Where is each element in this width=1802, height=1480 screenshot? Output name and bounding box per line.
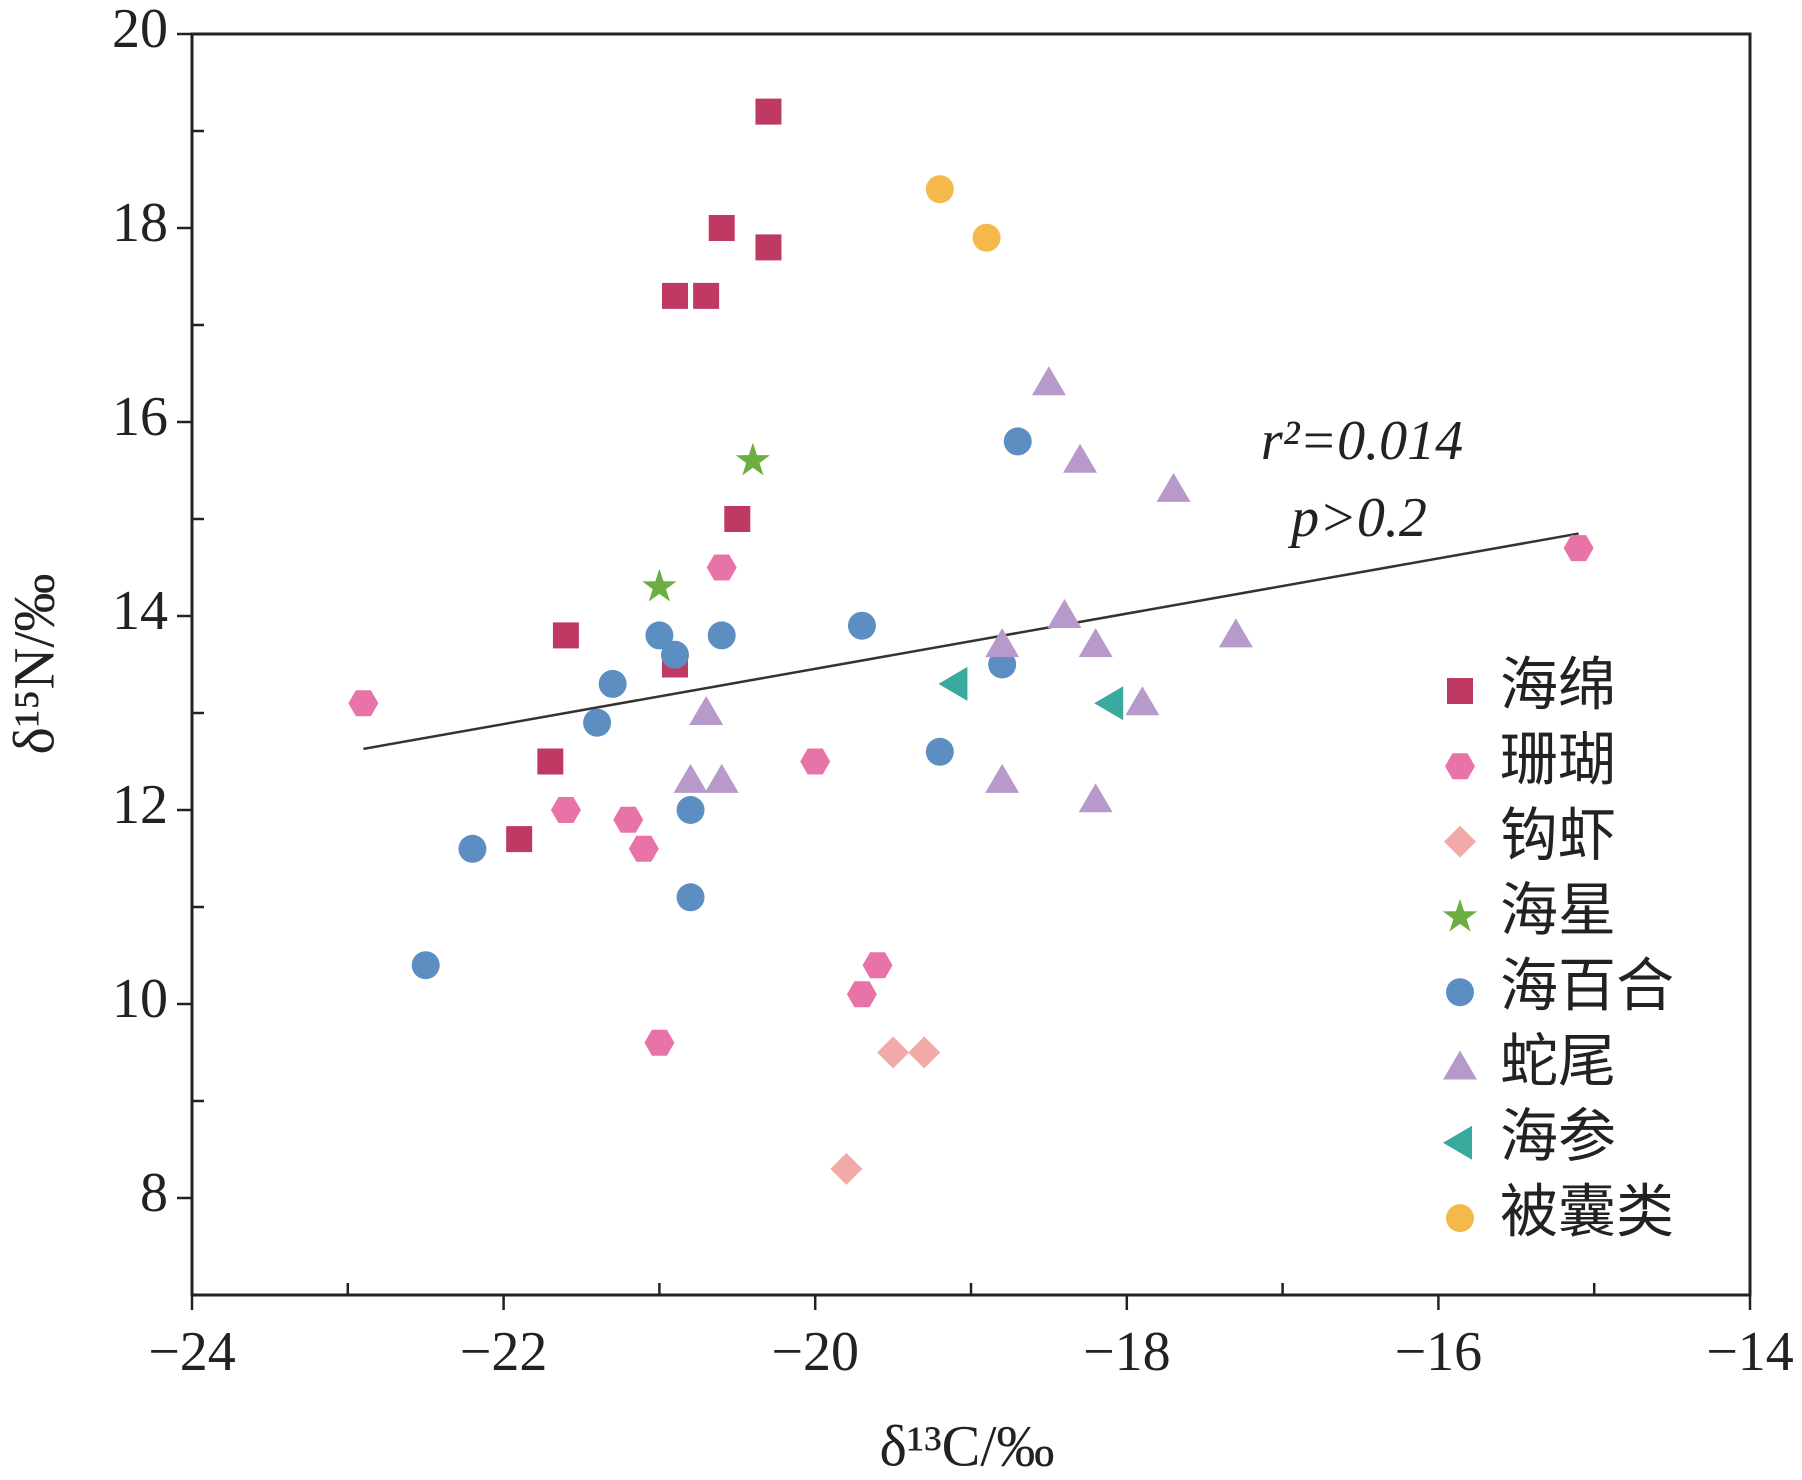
point xyxy=(583,708,612,737)
point xyxy=(1003,427,1032,456)
point xyxy=(985,763,1020,793)
x-tick-label: −16 xyxy=(1395,1321,1483,1383)
y-tick-label: 14 xyxy=(112,580,168,642)
point xyxy=(1063,443,1098,473)
point xyxy=(598,669,627,698)
point xyxy=(506,826,533,853)
point xyxy=(537,748,564,775)
point xyxy=(755,234,782,261)
legend-label: 珊瑚 xyxy=(1500,728,1616,793)
point xyxy=(908,1036,941,1069)
x-axis-label: δ¹³C/‰ xyxy=(880,1413,1055,1478)
y-axis-label: δ¹⁵N/‰ xyxy=(1,574,66,755)
x-tick-label: −24 xyxy=(148,1321,236,1383)
y-tick-label: 10 xyxy=(112,968,168,1030)
point xyxy=(735,442,770,476)
point xyxy=(862,952,893,979)
point xyxy=(1078,783,1113,813)
trend-line xyxy=(363,532,1579,751)
point xyxy=(708,215,735,241)
point xyxy=(877,1036,910,1069)
point xyxy=(1031,366,1066,396)
point xyxy=(693,282,720,309)
point xyxy=(706,554,737,581)
plot-frame xyxy=(190,32,1752,1297)
point xyxy=(411,951,440,980)
legend-marker xyxy=(1447,678,1473,704)
point xyxy=(1094,686,1124,721)
point xyxy=(847,611,876,640)
point xyxy=(985,628,1020,658)
y-tick-label: 16 xyxy=(112,386,168,448)
point xyxy=(972,223,1001,252)
point xyxy=(673,763,708,793)
point xyxy=(1563,535,1594,562)
point xyxy=(846,981,877,1008)
legend-label: 钩虾 xyxy=(1500,803,1616,868)
legend-label: 海参 xyxy=(1500,1104,1616,1169)
point xyxy=(676,883,705,912)
legend-label: 海百合 xyxy=(1500,954,1674,1019)
point xyxy=(1156,472,1191,502)
y-tick-label: 12 xyxy=(112,774,168,836)
point xyxy=(628,835,659,862)
y-tick-label: 20 xyxy=(112,0,168,60)
point xyxy=(645,621,674,650)
point xyxy=(660,640,689,669)
point xyxy=(1218,618,1253,648)
point xyxy=(644,1029,675,1056)
x-tick-label: −20 xyxy=(771,1321,859,1383)
legend-label: 海星 xyxy=(1500,878,1616,943)
legend-marker xyxy=(1446,1204,1474,1233)
x-tick-label: −22 xyxy=(460,1321,548,1383)
legend-marker xyxy=(1443,1050,1477,1080)
legend-marker xyxy=(1443,1125,1472,1160)
legend-marker xyxy=(1445,753,1475,780)
point xyxy=(988,650,1017,679)
legend-label: 海绵 xyxy=(1500,652,1616,717)
point xyxy=(642,568,677,602)
point xyxy=(755,98,782,125)
point xyxy=(661,282,688,309)
point xyxy=(704,763,739,793)
point xyxy=(1047,599,1082,628)
legend-label: 蛇尾 xyxy=(1500,1029,1616,1094)
point xyxy=(348,690,379,717)
point xyxy=(925,175,954,204)
legend-marker xyxy=(1442,898,1478,932)
point xyxy=(1078,628,1113,658)
point xyxy=(458,834,487,863)
point xyxy=(724,506,751,532)
legend-marker xyxy=(1444,825,1476,858)
x-tick-label: −18 xyxy=(1083,1321,1171,1383)
legend-label: 被囊类 xyxy=(1500,1179,1674,1244)
y-tick-label: 18 xyxy=(112,192,168,254)
point xyxy=(552,622,579,649)
point xyxy=(925,737,954,766)
point xyxy=(800,748,831,775)
x-tick-label: −14 xyxy=(1706,1321,1794,1383)
point xyxy=(613,806,644,833)
point xyxy=(830,1152,863,1185)
point xyxy=(707,621,736,650)
point xyxy=(676,796,705,824)
point xyxy=(1125,686,1160,716)
y-tick-label: 8 xyxy=(140,1162,168,1224)
annotation: p>0.2 xyxy=(1287,487,1427,549)
point xyxy=(550,797,581,823)
legend-marker xyxy=(1446,978,1474,1007)
point xyxy=(689,696,724,725)
point xyxy=(938,666,968,701)
annotation: r²=0.014 xyxy=(1261,410,1463,472)
